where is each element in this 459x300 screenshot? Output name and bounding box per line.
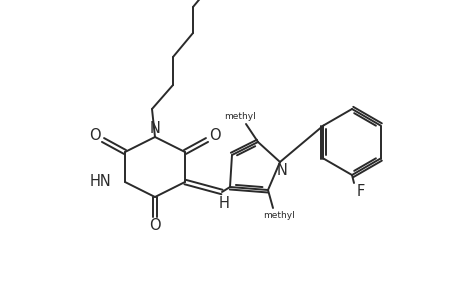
- Text: methyl: methyl: [263, 212, 294, 220]
- Text: O: O: [209, 128, 220, 142]
- Text: N: N: [276, 163, 287, 178]
- Text: O: O: [149, 218, 161, 232]
- Text: O: O: [89, 128, 101, 142]
- Text: N: N: [149, 121, 160, 136]
- Text: H: H: [218, 196, 229, 211]
- Text: methyl: methyl: [224, 112, 255, 121]
- Text: F: F: [356, 184, 364, 199]
- Text: HN: HN: [89, 175, 111, 190]
